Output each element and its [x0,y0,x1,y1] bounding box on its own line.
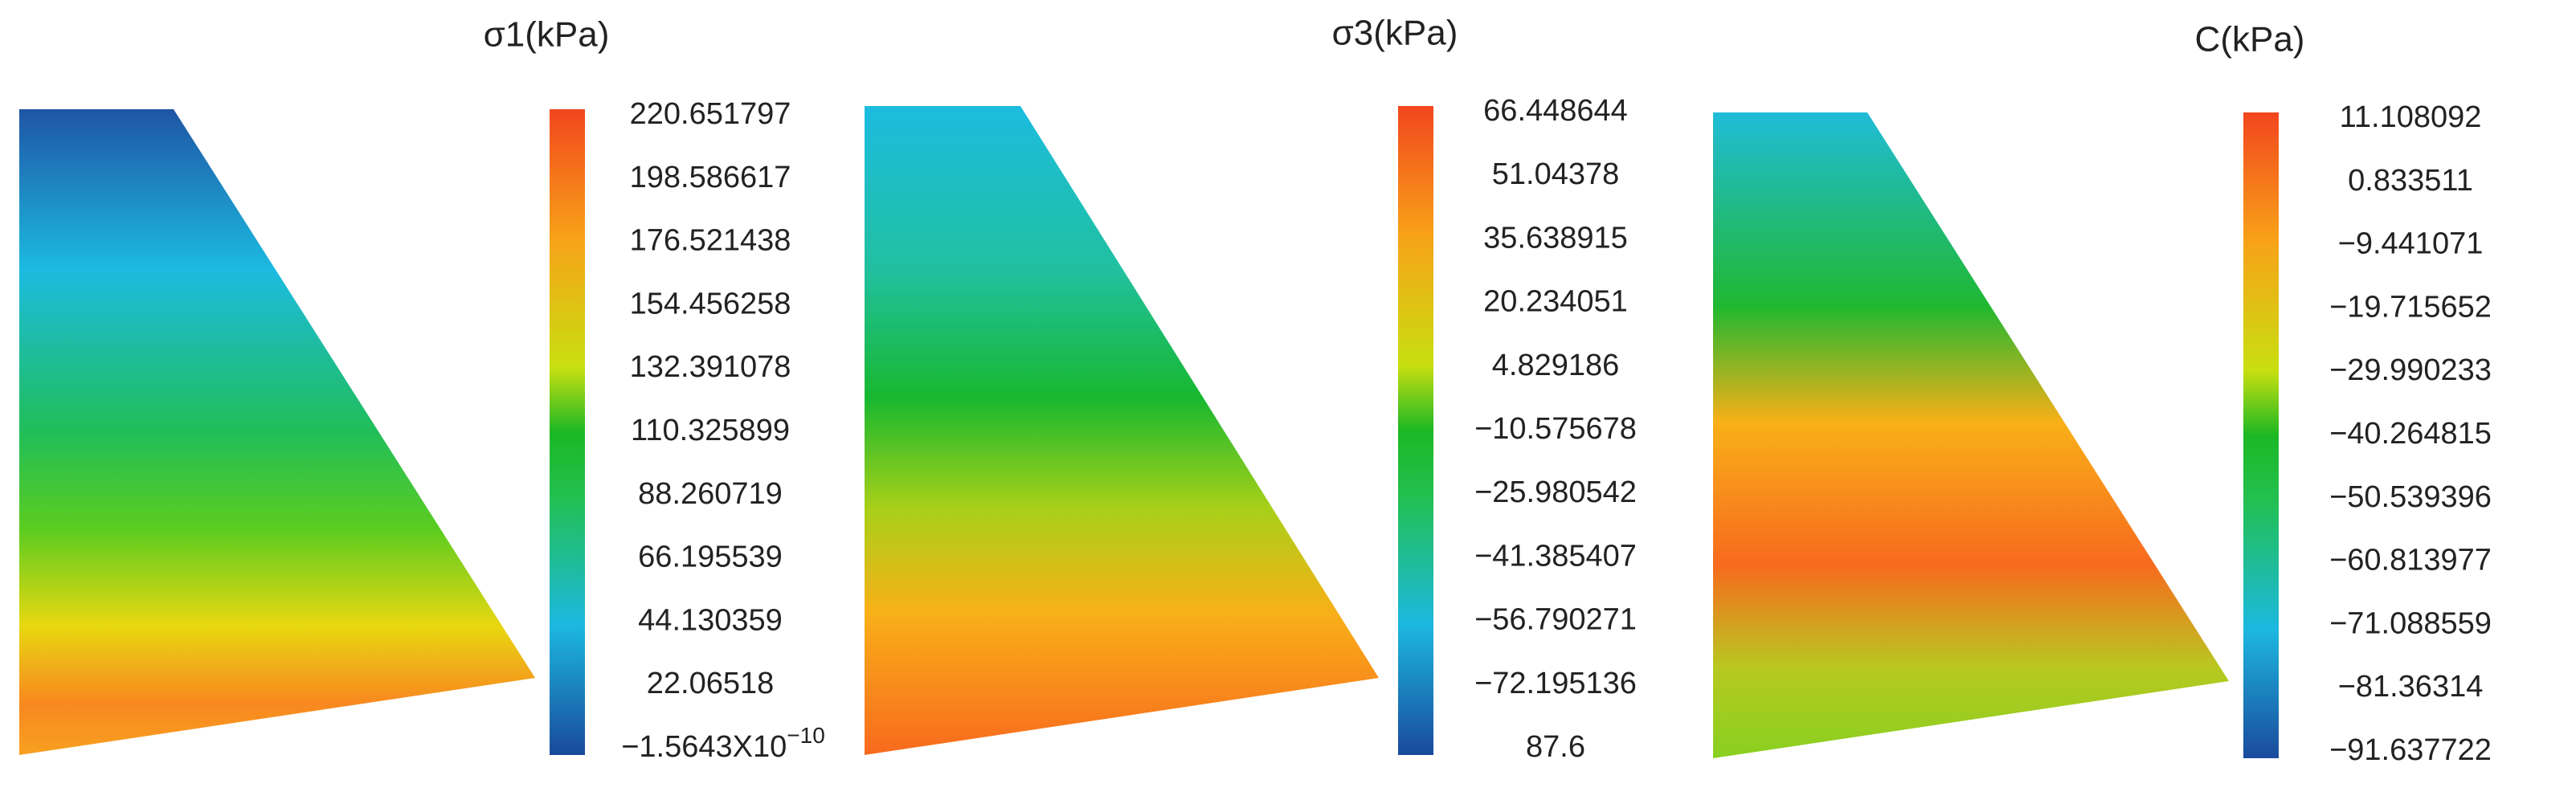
colorbar-label: −81.36314 [2338,670,2484,704]
colorbar [550,109,585,755]
colorbar-label: −29.990233 [2329,353,2492,387]
colorbar-label: 132.391078 [630,350,791,384]
panel-title: C(kPa) [2195,20,2305,59]
colorbar-label: −91.637722 [2329,733,2492,767]
colorbar-label: 88.260719 [638,477,783,511]
colorbar-label: 66.448644 [1483,94,1628,128]
colorbar-label: −1.5643X10−10 [621,723,825,764]
colorbar-label: −72.195136 [1474,667,1637,700]
colorbar-label: −19.715652 [2329,290,2492,324]
colorbar-label: 87.6 [1526,730,1585,764]
colorbar-label: −50.539396 [2329,480,2492,514]
colorbar-label: 22.06518 [647,667,775,700]
colorbar-label: 35.638915 [1483,221,1628,255]
panel-title: σ3(kPa) [1332,14,1458,53]
colorbar-label: −71.088559 [2329,606,2492,640]
colorbar-label: −40.264815 [2329,417,2492,451]
colorbar-label: 20.234051 [1483,285,1628,319]
colorbar-label: 154.456258 [630,287,791,320]
colorbar [1398,106,1433,755]
colorbar-label: 176.521438 [630,224,791,258]
colorbar-label: 66.195539 [638,541,783,574]
colorbar [2243,112,2279,758]
colorbar-label: 51.04378 [1492,157,1620,191]
colorbar-label: −41.385407 [1474,539,1637,573]
label-base: −1.5643X10 [621,730,787,764]
contour-field [865,106,1379,755]
colorbar-label: 4.829186 [1492,349,1620,382]
colorbar-label: −9.441071 [2338,227,2484,261]
contour-field [19,109,535,755]
colorbar-label: 220.651797 [630,97,791,131]
colorbar-label: −56.790271 [1474,603,1637,637]
colorbar-label: −25.980542 [1474,475,1637,509]
colorbar-label: 0.833511 [2348,164,2473,198]
colorbar-label: 198.586617 [630,161,791,194]
colorbar-label: −60.813977 [2329,544,2492,577]
panel-title: σ1(kPa) [484,15,610,55]
colorbar-label: 110.325899 [631,414,790,447]
colorbar-label: 11.108092 [2340,100,2482,134]
colorbar-label: 44.130359 [638,603,783,637]
colorbar-label: −10.575678 [1474,412,1637,446]
contour-field [1713,112,2229,758]
label-exponent: −10 [787,723,825,748]
